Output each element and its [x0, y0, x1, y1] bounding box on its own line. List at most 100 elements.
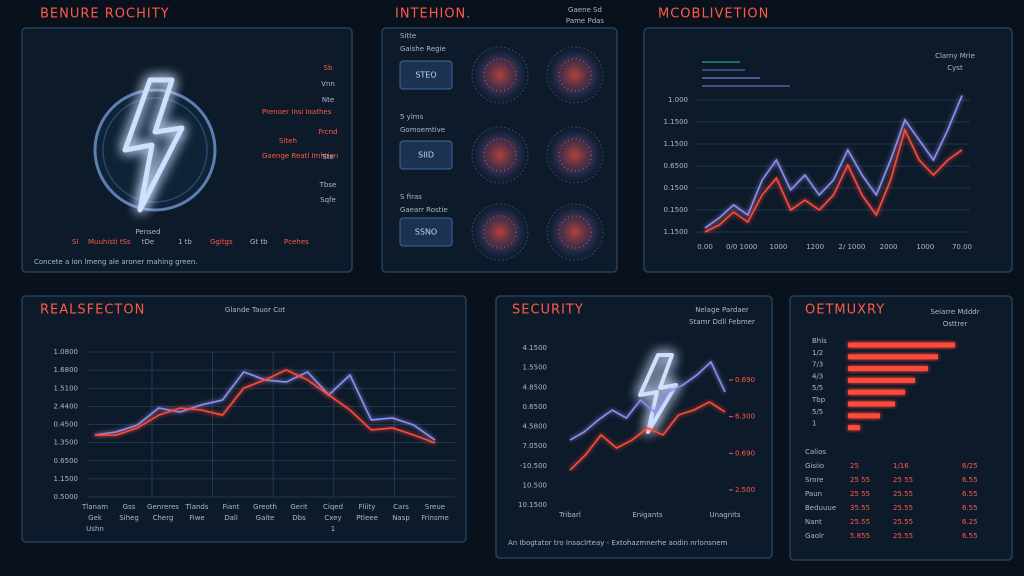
y-tick-label: 4.8500	[523, 383, 548, 391]
row-label: Gaishe Regie	[400, 45, 446, 53]
category-label: 7/3	[812, 361, 823, 369]
bar	[848, 389, 905, 395]
x-tick-label: Dall	[224, 514, 238, 522]
label: Gaenge Reatl Imhtion	[262, 152, 338, 160]
x-tick-label: 2/ 1000	[838, 243, 865, 251]
table-cell: 25 55	[850, 490, 870, 498]
x-tick-label: Ciqed	[323, 503, 343, 511]
x-tick-label: 0/0 1000	[726, 243, 757, 251]
x-tick-label: Fliity	[359, 503, 376, 511]
x-tick-label: Ptleee	[356, 514, 378, 522]
y-tick-label: 0.6500	[523, 403, 548, 411]
caption: Concete a ion lmeng ale aroner mahing gr…	[34, 258, 198, 266]
subtitle: Clarny Mrie	[935, 52, 975, 60]
subtitle: Stamr Ddll Febmer	[689, 318, 755, 326]
y2-tick-label: 2.500	[735, 486, 755, 494]
y-tick-label: 1.5500	[523, 364, 548, 372]
subtitle: Osttrer	[943, 320, 968, 328]
subtitle: Nelage Pardaer	[695, 306, 749, 314]
category-label: 1	[812, 420, 816, 428]
panel	[21, 295, 467, 543]
label: Sl	[72, 238, 78, 246]
label: Tbse	[319, 181, 337, 189]
x-tick-label: Gerit	[290, 503, 308, 511]
label: Nte	[322, 96, 334, 104]
label: Siteh	[279, 137, 297, 145]
y-tick-label: 1.1500	[664, 140, 689, 148]
table-cell: Nant	[805, 518, 822, 526]
label: Vnn	[321, 80, 335, 88]
x-tick-label: 70.00	[952, 243, 972, 251]
x-tick-label: Tlanam	[81, 503, 108, 511]
lightning-icon	[122, 77, 185, 213]
y-tick-label: 1.3500	[54, 439, 79, 447]
lightning-icon	[638, 353, 678, 434]
series-line	[569, 360, 726, 441]
table-cell: 25.55	[850, 518, 870, 526]
dot-circle	[471, 126, 529, 184]
x-tick-label: Cherg	[153, 514, 174, 522]
series-line	[569, 401, 726, 471]
category-label: 4/3	[812, 372, 823, 380]
label: Frcnd	[319, 128, 338, 136]
label: Sb	[324, 64, 333, 72]
bar	[848, 342, 955, 348]
x-tick-label: 1200	[806, 243, 824, 251]
subtitle: Seiarre Mdddr	[930, 308, 979, 316]
label: Ggitgs	[210, 238, 233, 246]
dot-circle	[471, 46, 529, 104]
y-tick-label: 7.0500	[523, 442, 548, 450]
box	[399, 217, 453, 247]
y-tick-label: 0.1500	[664, 206, 689, 214]
dot-circle	[471, 203, 529, 261]
y2-tick-label: 0.690	[735, 376, 755, 384]
label: Pcehes	[284, 238, 309, 246]
bar	[848, 425, 860, 431]
series-line	[704, 95, 963, 229]
table-cell: 6.55	[962, 476, 978, 484]
table-cell: 25.55	[893, 504, 913, 512]
category-label: 1/2	[812, 349, 823, 357]
x-tick-label: Fiwe	[189, 514, 205, 522]
icon-ring	[93, 88, 217, 212]
subtitle: Glande Tauor Cot	[225, 306, 285, 314]
y-tick-label: 4.5800	[523, 423, 548, 431]
category-label: Tbp	[811, 396, 826, 404]
y-tick-label: 0.6500	[664, 162, 689, 170]
y-tick-label: 1.5100	[54, 384, 79, 392]
dot-circle	[483, 138, 517, 172]
x-tick-label: 1000	[916, 243, 934, 251]
bar	[848, 377, 915, 383]
x-tick-label: Gek	[88, 514, 103, 522]
x-tick-label: Greoth	[253, 503, 277, 511]
box	[399, 60, 453, 90]
y-tick-label: -10.500	[520, 462, 547, 470]
table-cell: 6.55	[962, 504, 978, 512]
table-cell: 6.55	[962, 490, 978, 498]
x-tick-label: Dbs	[292, 514, 306, 522]
y-tick-label: 1.6800	[54, 366, 79, 374]
panel	[495, 295, 773, 559]
x-tick-label: Genreres	[147, 503, 179, 511]
table-cell: Beduuue	[805, 504, 836, 512]
bar	[848, 401, 895, 407]
table-header: Calios	[805, 448, 826, 456]
category-label: 5/5	[812, 408, 823, 416]
category-label: Bhis	[812, 337, 827, 345]
label: Prenoer Insi Ioathes	[262, 108, 332, 116]
subtitle: Pame Pdas	[566, 17, 605, 25]
x-tick-label: Siheg	[119, 514, 139, 522]
panel	[643, 27, 1013, 273]
label: Gt tb	[250, 238, 268, 246]
dot-circle	[558, 58, 592, 92]
x-tick-label: Frinsme	[421, 514, 449, 522]
bar	[848, 413, 880, 419]
y-tick-label: 1.1500	[54, 475, 79, 483]
row-label: 5 ylms	[400, 113, 424, 121]
panel-title: BENURE ROCHITY	[40, 7, 170, 22]
table-cell: 6.55	[962, 532, 978, 540]
series-line	[704, 127, 963, 233]
category-label: 5/5	[812, 384, 823, 392]
subtitle: Cyst	[947, 64, 963, 72]
table-cell: Gaolr	[805, 532, 824, 540]
